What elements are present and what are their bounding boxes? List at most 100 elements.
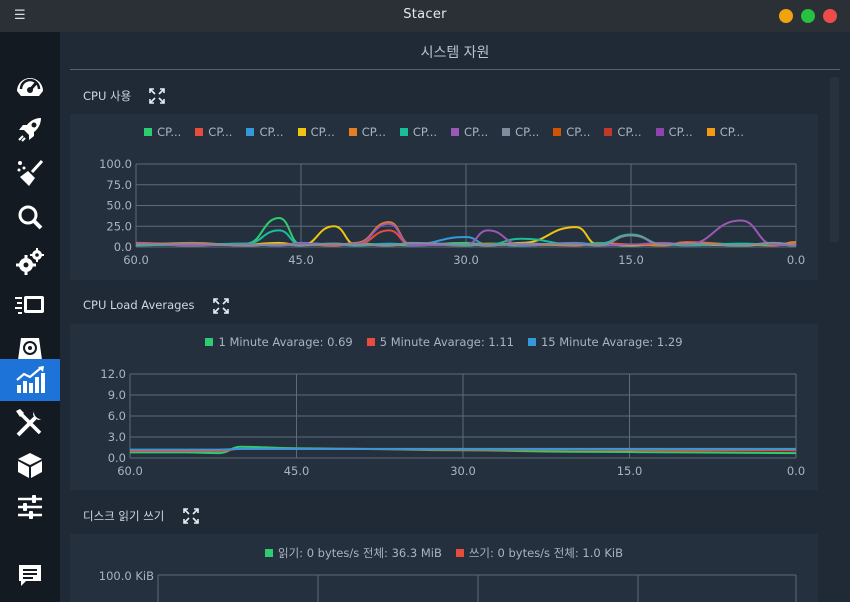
main-content: 시스템 자원 CPU 사용 CP... CP... CP... CP... CP... C… [60, 32, 850, 602]
legend-item[interactable]: CP... [195, 125, 232, 139]
cpu-legend: CP... CP... CP... CP... CP... CP... CP... CP...… [70, 125, 818, 139]
legend-item[interactable]: CP... [144, 125, 181, 139]
speedometer-icon [17, 78, 43, 96]
tools-icon [16, 409, 42, 437]
title-bar: ☰ Stacer [0, 0, 850, 32]
package-icon [18, 453, 42, 478]
legend-item[interactable]: CP... [399, 125, 437, 139]
sidebar-item-settings[interactable] [0, 486, 60, 528]
y-tick-label: 50.0 [106, 199, 132, 213]
expand-icon[interactable] [148, 87, 166, 105]
chart-icon [16, 366, 45, 393]
x-tick-label: 30.0 [450, 464, 476, 478]
y-tick-label: 3.0 [108, 430, 126, 444]
legend-item[interactable]: CP... [451, 125, 488, 139]
minimize-button[interactable] [779, 9, 793, 23]
legend-label: CP... [310, 125, 335, 139]
legend-swatch [451, 128, 459, 136]
legend-item[interactable]: CP... [706, 125, 744, 139]
legend-label: 15 Minute Avarage: 1.29 [540, 335, 683, 349]
x-tick-label: 60.0 [117, 464, 143, 478]
legend-swatch [265, 549, 274, 557]
legend-label: CP... [464, 125, 489, 139]
legend-label: CP... [259, 125, 284, 139]
sidebar-item-resources[interactable] [0, 359, 60, 401]
cpu-chart-plot: 100.075.050.025.00.060.0 45.0 30.0 15.0 0.0 [99, 157, 805, 267]
load-chart-plot: 12.09.06.03.00.060.0 45.0 30.0 15.0 0.0 [100, 367, 805, 478]
expand-icon[interactable] [182, 507, 200, 525]
legend-item[interactable]: CP... [604, 125, 642, 139]
legend-label: 1 Minute Avarage: 0.69 [218, 335, 353, 349]
legend-item[interactable]: 쓰기: 0 bytes/s 전체: 1.0 KiB [455, 545, 623, 561]
legend-swatch [553, 128, 562, 136]
close-button[interactable] [823, 9, 837, 23]
legend-swatch [297, 128, 306, 136]
legend-label: CP... [157, 125, 182, 139]
legend-swatch [205, 338, 214, 346]
legend-swatch [144, 128, 153, 136]
sidebar-item-processes[interactable] [0, 284, 60, 326]
legend-swatch [366, 338, 375, 346]
y-tick-label: 12.0 [100, 367, 126, 381]
legend-item[interactable]: CP... [348, 125, 386, 139]
sidebar-item-system-cleaner[interactable] [0, 152, 60, 194]
legend-label: CP... [208, 125, 233, 139]
series-line [135, 234, 797, 247]
legend-swatch [246, 128, 255, 136]
legend-label: CP... [668, 125, 693, 139]
search-icon [18, 205, 43, 230]
y-tick-label: 0.0 [114, 240, 132, 254]
load-averages-chart: 1 Minute Avarage: 0.69 5 Minute Avarage: … [70, 324, 818, 490]
hamburger-icon[interactable]: ☰ [14, 8, 26, 23]
disk-legend: 읽기: 0 bytes/s 전체: 36.3 MiB 쓰기: 0 bytes/s … [70, 545, 818, 561]
legend-item[interactable]: CP... [297, 125, 335, 139]
legend-item[interactable]: CP... [502, 125, 539, 139]
legend-swatch [348, 128, 357, 136]
cpu-usage-label: CPU 사용 [83, 89, 132, 103]
rocket-icon [18, 118, 41, 142]
sidebar-item-apt-repository[interactable] [0, 444, 60, 486]
sidebar-item-search[interactable] [0, 196, 60, 238]
legend-item[interactable]: 5 Minute Avarage: 1.11 [366, 335, 514, 349]
feedback-icon [19, 565, 41, 586]
legend-swatch [502, 128, 511, 136]
legend-item[interactable]: CP... [553, 125, 590, 139]
legend-swatch [706, 128, 715, 136]
y-tick-label: 0.0 [108, 451, 126, 465]
sidebar-item-uninstaller[interactable] [0, 328, 60, 370]
load-legend: 1 Minute Avarage: 0.69 5 Minute Avarage: … [70, 335, 818, 349]
legend-item[interactable]: 15 Minute Avarage: 1.29 [527, 335, 683, 349]
maximize-button[interactable] [801, 9, 815, 23]
disk-io-label: 디스크 읽기 쓰기 [83, 509, 165, 523]
sidebar-item-feedback[interactable] [0, 554, 60, 596]
sidebar-item-helpers[interactable] [0, 402, 60, 444]
legend-label: 쓰기: 0 bytes/s 전체: 1.0 KiB [468, 546, 623, 560]
expand-icon[interactable] [212, 297, 230, 315]
page-title: 시스템 자원 [420, 45, 490, 61]
legend-item[interactable]: CP... [655, 125, 693, 139]
y-tick-label: 100.0 [99, 157, 132, 171]
x-tick-label: 0.0 [787, 464, 805, 478]
x-tick-label: 30.0 [453, 253, 479, 267]
legend-swatch [527, 338, 536, 346]
x-tick-label: 0.0 [787, 253, 805, 267]
legend-label: CP... [361, 125, 386, 139]
title-divider [70, 69, 840, 70]
legend-label: CP... [566, 125, 591, 139]
sliders-icon [18, 495, 42, 519]
y-tick-label: 100.0 KiB [99, 569, 154, 583]
sidebar-item-services[interactable] [0, 240, 60, 282]
disk-chart-plot: 100.0 KiB [99, 569, 797, 602]
legend-item[interactable]: 읽기: 0 bytes/s 전체: 36.3 MiB [265, 545, 442, 561]
cpu-usage-chart: CP... CP... CP... CP... CP... CP... CP... CP...… [70, 114, 818, 280]
legend-swatch [604, 128, 613, 136]
sidebar-item-startup-apps[interactable] [0, 108, 60, 150]
disk-icon [18, 338, 42, 360]
x-tick-label: 60.0 [123, 253, 149, 267]
sidebar-item-dashboard[interactable] [0, 64, 60, 106]
gears-icon [16, 248, 44, 275]
scrollbar[interactable] [830, 77, 839, 242]
legend-item[interactable]: 1 Minute Avarage: 0.69 [205, 335, 353, 349]
legend-label: CP... [719, 125, 744, 139]
legend-item[interactable]: CP... [246, 125, 284, 139]
